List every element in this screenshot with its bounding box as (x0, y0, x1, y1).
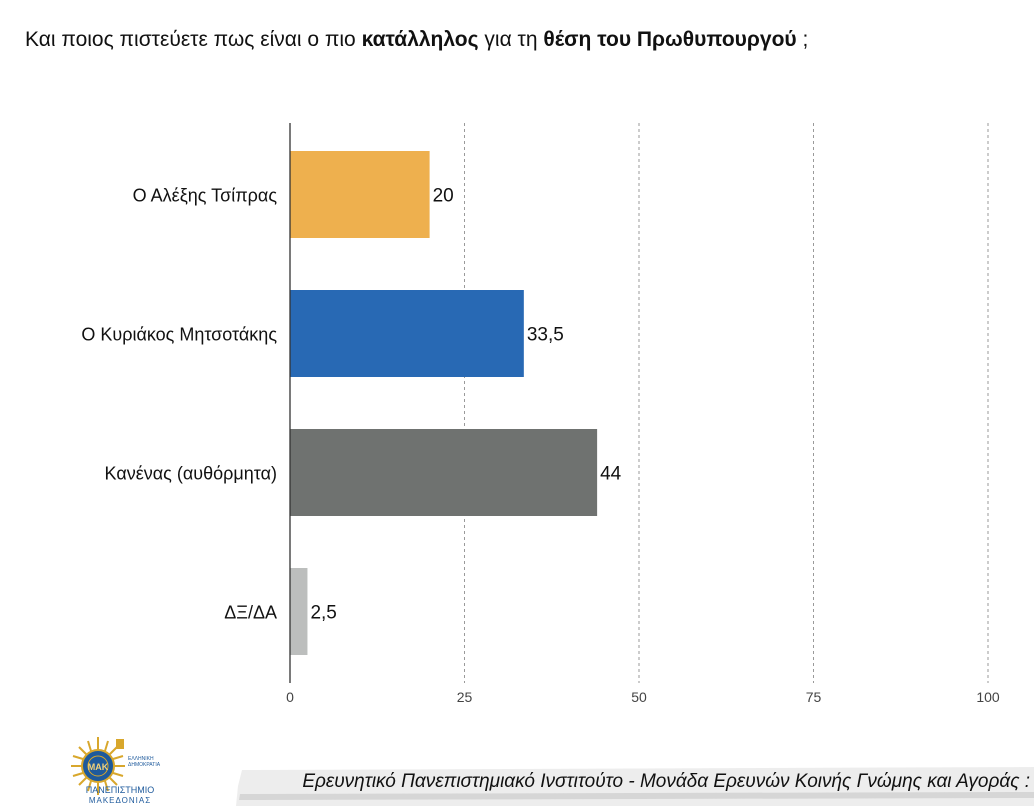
bar (290, 290, 524, 377)
bar (290, 151, 430, 238)
category-label: ΔΞ/ΔΑ (224, 603, 277, 623)
footer-band (236, 767, 1034, 806)
bar (290, 429, 598, 516)
title-text-2: για τη (478, 28, 544, 51)
category-label: Ο Αλέξης Τσίπρας (133, 186, 278, 206)
bar-value-label: 44 (600, 464, 622, 485)
title-bold-2: θέση του Πρωθυπουργού (543, 28, 797, 51)
bar-value-label: 2,5 (310, 603, 336, 624)
bar-value-label: 33,5 (527, 325, 564, 346)
logo-line-1: ΕΛΛΗΝΙΚΗ (128, 756, 154, 762)
emblem-text: ΜΑΚ (88, 762, 109, 772)
logo-line-2: ΔΗΜΟΚΡΑΤΙΑ (128, 762, 161, 768)
logo-line-4: ΜΑΚΕΔΟΝΙΑΣ (89, 796, 151, 805)
footer-text: Ερευνητικό Πανεπιστημιακό Ινστιτούτο - Μ… (302, 771, 1030, 792)
title-text-3: ; (796, 28, 809, 51)
page-title: Και ποιος πιστεύετε πως είναι ο πιο κατά… (25, 26, 1025, 54)
bar-chart: 0 25 50 75 100 20 Ο Αλέξης Τσίπρας 33,5 Ο Κυριάκ… (81, 123, 1000, 705)
x-tick-label: 0 (286, 689, 294, 705)
logo-line-3: ΠΑΝΕΠΙΣΤΗΜΙΟ (86, 785, 155, 795)
university-logo: ΜΑΚ ΕΛΛΗΝΙΚΗ ΔΗΜΟΚΡΑΤΙΑ ΠΑΝΕΠΙΣΤΗΜΙΟ ΜΑΚ… (71, 737, 161, 805)
title-text-1: Και ποιος πιστεύετε πως είναι ο πιο (25, 28, 362, 51)
x-tick-label: 50 (631, 689, 647, 705)
x-tick-label: 25 (457, 689, 473, 705)
category-label: Ο Κυριάκος Μητσοτάκης (81, 325, 277, 345)
title-bold-1: κατάλληλος (361, 28, 479, 51)
category-label: Κανένας (αυθόρμητα) (105, 464, 277, 484)
x-tick-label: 100 (976, 689, 1000, 705)
bar (290, 568, 308, 655)
bar-value-label: 20 (433, 186, 454, 207)
x-tick-label: 75 (806, 689, 822, 705)
logo-emblem: ΜΑΚ (71, 737, 125, 795)
